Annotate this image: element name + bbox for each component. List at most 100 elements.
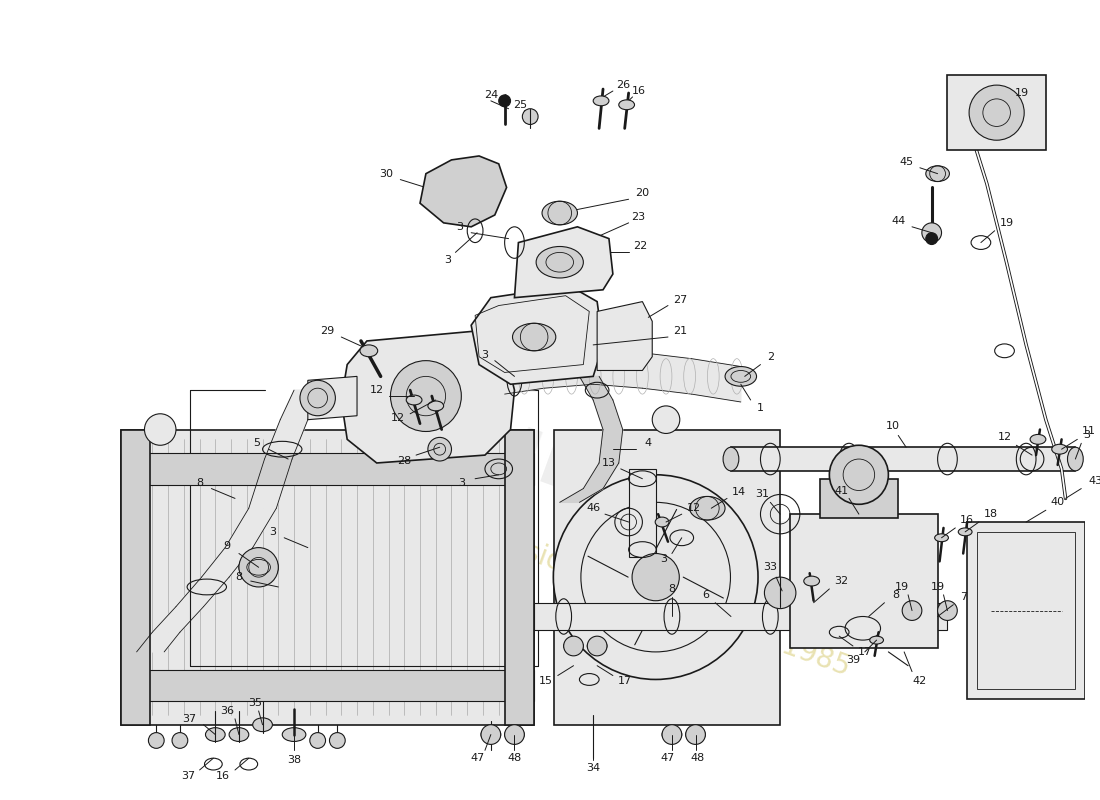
- Text: 3: 3: [268, 527, 276, 537]
- Text: 38: 38: [287, 755, 301, 765]
- Circle shape: [505, 725, 525, 745]
- Bar: [553, 430, 780, 725]
- Circle shape: [652, 406, 680, 434]
- Text: 20: 20: [636, 188, 649, 198]
- Bar: [977, 532, 1076, 690]
- Ellipse shape: [513, 323, 556, 350]
- Text: 36: 36: [220, 706, 234, 716]
- Circle shape: [148, 733, 164, 748]
- Text: 24: 24: [484, 90, 498, 100]
- Circle shape: [300, 380, 336, 416]
- Polygon shape: [505, 353, 544, 394]
- Polygon shape: [692, 358, 740, 402]
- Polygon shape: [515, 227, 613, 298]
- Text: 25: 25: [514, 100, 527, 110]
- Circle shape: [685, 725, 705, 745]
- Text: 23: 23: [631, 212, 646, 222]
- Text: 48: 48: [507, 753, 521, 763]
- Polygon shape: [136, 632, 180, 652]
- Ellipse shape: [690, 497, 725, 520]
- Text: 35: 35: [248, 698, 262, 708]
- Text: 22: 22: [634, 242, 648, 251]
- Ellipse shape: [656, 517, 669, 527]
- Ellipse shape: [870, 636, 883, 644]
- Text: 12: 12: [370, 385, 384, 395]
- Polygon shape: [249, 459, 293, 508]
- Text: 40: 40: [1050, 498, 1065, 507]
- Ellipse shape: [229, 728, 249, 742]
- Text: 8: 8: [669, 584, 675, 594]
- Text: 32: 32: [834, 576, 848, 586]
- Text: euroParts: euroParts: [415, 378, 890, 618]
- Circle shape: [587, 636, 607, 656]
- Ellipse shape: [283, 728, 306, 742]
- Text: 46: 46: [586, 503, 601, 514]
- Bar: [820, 478, 899, 518]
- Text: 14: 14: [732, 487, 746, 498]
- Ellipse shape: [1052, 444, 1067, 454]
- Polygon shape: [153, 606, 204, 632]
- Text: 1: 1: [757, 403, 764, 413]
- Text: 8: 8: [196, 478, 204, 488]
- Text: 43: 43: [1088, 476, 1100, 486]
- Text: 3: 3: [455, 222, 463, 232]
- Text: 3: 3: [444, 255, 451, 266]
- Circle shape: [764, 577, 796, 609]
- Text: 28: 28: [397, 456, 411, 466]
- Bar: [732, 447, 1076, 471]
- Text: 12: 12: [686, 503, 701, 514]
- Polygon shape: [201, 548, 253, 577]
- Text: 13: 13: [602, 458, 616, 468]
- Ellipse shape: [593, 96, 609, 106]
- Circle shape: [922, 223, 942, 242]
- Text: 11: 11: [1082, 426, 1096, 437]
- Text: 37: 37: [183, 714, 197, 724]
- Text: 3: 3: [1084, 430, 1091, 441]
- Text: 41: 41: [834, 486, 848, 495]
- Text: a passion for parts since 1985: a passion for parts since 1985: [450, 512, 855, 682]
- Text: 37: 37: [180, 771, 195, 781]
- Ellipse shape: [725, 366, 757, 386]
- Text: 16: 16: [960, 515, 975, 525]
- Text: 42: 42: [913, 677, 927, 686]
- Polygon shape: [593, 349, 642, 388]
- Ellipse shape: [958, 528, 972, 536]
- Circle shape: [563, 636, 583, 656]
- Polygon shape: [642, 353, 692, 394]
- Bar: [628, 469, 657, 558]
- Bar: [121, 453, 535, 485]
- Polygon shape: [947, 75, 1046, 150]
- Circle shape: [239, 548, 278, 587]
- Ellipse shape: [536, 246, 583, 278]
- Text: 6: 6: [702, 590, 708, 600]
- Text: 34: 34: [586, 763, 601, 773]
- Text: 17: 17: [858, 647, 872, 657]
- Polygon shape: [176, 577, 229, 606]
- Circle shape: [481, 725, 500, 745]
- Text: 15: 15: [539, 677, 553, 686]
- Circle shape: [172, 733, 188, 748]
- Text: 48: 48: [691, 753, 705, 763]
- Bar: [121, 430, 535, 725]
- Bar: [121, 670, 535, 701]
- Bar: [535, 602, 947, 630]
- Text: 31: 31: [756, 490, 769, 499]
- Polygon shape: [600, 430, 623, 463]
- Text: 3: 3: [458, 478, 465, 488]
- Circle shape: [829, 446, 889, 504]
- Text: 47: 47: [470, 753, 484, 763]
- Ellipse shape: [206, 728, 225, 742]
- Circle shape: [522, 109, 538, 125]
- Text: 9: 9: [223, 541, 231, 550]
- Text: 10: 10: [886, 421, 900, 430]
- Text: 47: 47: [661, 753, 675, 763]
- Ellipse shape: [428, 401, 443, 411]
- Polygon shape: [280, 390, 321, 420]
- Text: 3: 3: [482, 350, 488, 360]
- Polygon shape: [544, 349, 593, 388]
- Ellipse shape: [1030, 434, 1046, 444]
- Polygon shape: [593, 400, 623, 430]
- Bar: [790, 514, 937, 648]
- Text: 26: 26: [616, 80, 630, 90]
- Ellipse shape: [926, 166, 949, 182]
